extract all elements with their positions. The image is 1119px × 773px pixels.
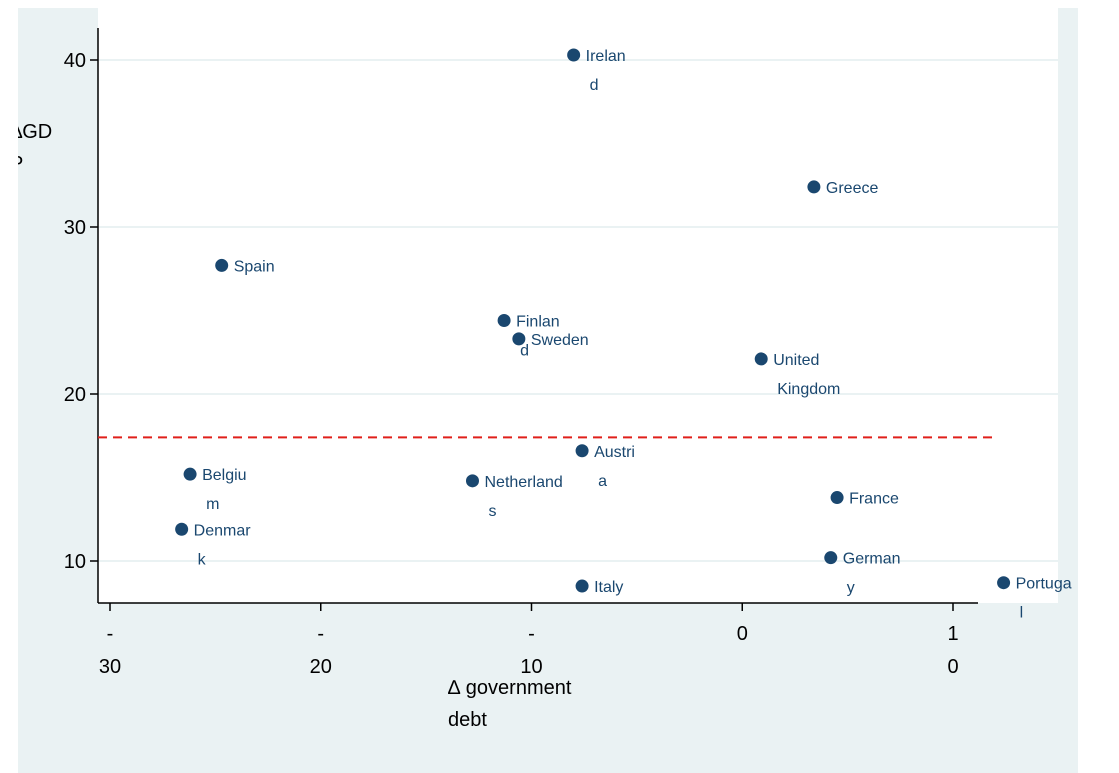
point-label: Greece bbox=[826, 180, 879, 197]
data-point[interactable] bbox=[830, 491, 844, 505]
x-tick-label: -30 bbox=[99, 623, 121, 678]
point-label: United Kingdom bbox=[773, 352, 840, 398]
point-label: Finlan d bbox=[516, 314, 560, 360]
data-point[interactable] bbox=[465, 474, 479, 488]
y-tick-label: 20 bbox=[64, 384, 86, 406]
point-label: Italy bbox=[594, 579, 623, 596]
x-tick-label: 0 bbox=[737, 623, 748, 645]
point-label: France bbox=[849, 491, 899, 508]
point-label: German y bbox=[843, 551, 901, 597]
point-label: Belgiu m bbox=[202, 467, 246, 513]
point-label: Sweden bbox=[531, 332, 589, 349]
data-point[interactable] bbox=[824, 551, 838, 565]
data-point[interactable] bbox=[567, 48, 581, 62]
point-label: Irelan d bbox=[586, 48, 626, 94]
scatter-chart: 10 20 30 40 -30 -20 -10 0 10 ∆GDP ∆ governmentdebt… bbox=[18, 8, 1072, 731]
x-tick-label: -20 bbox=[310, 623, 332, 678]
data-point[interactable] bbox=[807, 180, 821, 194]
point-label: Spain bbox=[234, 258, 275, 275]
data-point[interactable] bbox=[997, 576, 1011, 590]
chart-frame: 10 20 30 40 -30 -20 -10 0 10 ∆GDP ∆ governmentdebt… bbox=[18, 8, 1078, 773]
y-axis-title: ∆GDP bbox=[18, 121, 52, 175]
y-tick-label: 30 bbox=[64, 217, 86, 239]
point-label: Netherland s bbox=[484, 474, 562, 520]
x-axis-title: ∆ government debt bbox=[448, 677, 572, 731]
y-tick-label: 40 bbox=[64, 50, 86, 72]
y-tick-label: 10 bbox=[64, 551, 86, 573]
x-tick-label: -10 bbox=[520, 623, 542, 678]
data-point[interactable] bbox=[497, 314, 511, 328]
point-label: Austri a bbox=[594, 444, 635, 490]
data-point[interactable] bbox=[512, 332, 526, 346]
point-label: Denmar k bbox=[194, 522, 252, 568]
data-point[interactable] bbox=[754, 352, 768, 366]
data-point[interactable] bbox=[575, 444, 589, 458]
data-point[interactable] bbox=[215, 258, 229, 272]
plot-area bbox=[98, 8, 1058, 603]
data-point[interactable] bbox=[575, 579, 589, 593]
point-label: Portuga l bbox=[1016, 576, 1072, 622]
data-point[interactable] bbox=[175, 522, 189, 536]
data-point[interactable] bbox=[183, 467, 197, 481]
